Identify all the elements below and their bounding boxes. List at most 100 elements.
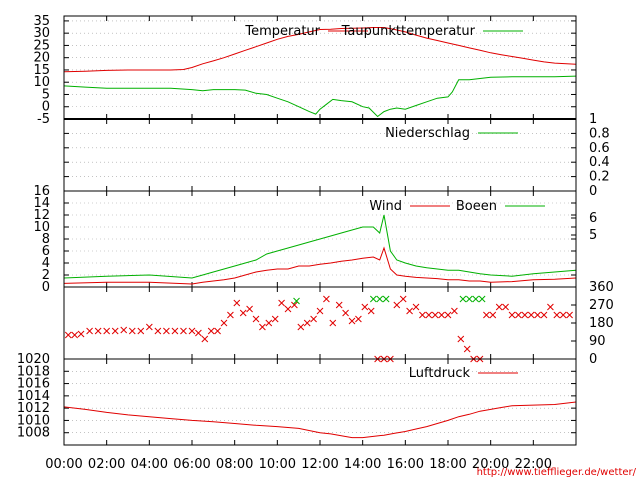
y-tick-label: 2 (42, 268, 50, 283)
direction-point (412, 303, 420, 311)
direction-point (495, 303, 503, 311)
direction-point (559, 311, 567, 319)
direction-point (444, 311, 452, 319)
y-tick-label: 1014 (17, 389, 50, 404)
legend-label: Luftdruck (409, 366, 471, 381)
direction-point (369, 295, 377, 303)
x-tick-label: 22:00 (515, 457, 552, 472)
right-tick-label: 0 (589, 352, 597, 367)
direction-point (188, 327, 196, 335)
direction-point (425, 311, 433, 319)
direction-point (154, 327, 162, 335)
y-tick-label: 1018 (17, 364, 50, 379)
y-tick-label: 6 (42, 244, 50, 259)
direction-point (195, 329, 202, 337)
series-line-wind (63, 246, 577, 285)
direction-point (478, 295, 486, 303)
x-tick-label: 06:00 (173, 457, 210, 472)
y-tick-label: 0.6 (589, 141, 610, 156)
y-tick-label: 5 (42, 87, 50, 102)
direction-point (483, 311, 490, 319)
right-tick-label: 90 (589, 334, 606, 349)
direction-point (180, 327, 187, 335)
y-tick-label: 4 (42, 256, 50, 271)
y-tick-label: 1016 (17, 377, 50, 392)
direction-point (367, 307, 375, 315)
direction-point (86, 327, 93, 335)
direction-point (419, 311, 426, 319)
direction-point (271, 315, 279, 323)
y-tick-label: 15 (33, 63, 50, 78)
direction-point (508, 311, 516, 319)
direction-point (259, 323, 266, 331)
series-line-luftdruck (63, 401, 577, 439)
direction-point (239, 309, 247, 317)
direction-point (534, 311, 541, 319)
direction-point (361, 303, 369, 311)
direction-point (376, 295, 384, 303)
direction-point (553, 311, 561, 319)
y-tick-label: 35 (33, 14, 50, 29)
direction-point (547, 303, 554, 311)
legend-label: Boeen (456, 199, 497, 214)
direction-point (459, 295, 467, 303)
right-tick-label: 360 (589, 280, 614, 295)
direction-point (502, 303, 509, 311)
direction-point (335, 301, 343, 309)
y-tick-label: 0.2 (589, 170, 610, 185)
y-tick-label: 8 (42, 232, 50, 247)
credit-link[interactable]: http://www.tiefflieger.de/wetter/ (477, 467, 637, 478)
direction-point (303, 319, 311, 327)
series-line-taupunkttemperatur (63, 75, 577, 118)
legend-label: Temperatur (244, 24, 320, 39)
direction-point (71, 331, 79, 339)
right-tick-label: 270 (589, 298, 614, 313)
y-tick-label: 0 (42, 100, 50, 115)
right-tick-label: 5 (589, 228, 597, 243)
panel-frame (63, 118, 577, 192)
direction-point (284, 305, 292, 313)
direction-point (227, 311, 234, 319)
chart-panel-2: 10.80.60.40.20 Niederschlag (63, 112, 610, 199)
y-tick-label: 0 (42, 280, 50, 295)
y-tick-label: 0.8 (589, 126, 610, 141)
direction-point (111, 327, 119, 335)
y-tick-label: 0.4 (589, 155, 610, 170)
y-tick-label: 1010 (17, 413, 50, 428)
direction-point (399, 295, 407, 303)
direction-point (342, 309, 349, 317)
right-tick-label: 180 (589, 316, 614, 331)
chart-panel-4: 360 270 180 90 0 (63, 280, 614, 367)
direction-point (489, 311, 497, 319)
direction-point (293, 297, 300, 305)
direction-point (145, 323, 153, 331)
direction-point (393, 301, 401, 309)
direction-point (382, 295, 390, 303)
direction-point (527, 311, 535, 319)
y-tick-label: 10 (33, 220, 50, 235)
direction-point (465, 295, 473, 303)
direction-point (472, 295, 480, 303)
direction-point (438, 311, 445, 319)
direction-point (463, 345, 471, 353)
y-tick-label: 12 (33, 208, 50, 223)
y-tick-label: 0 (589, 184, 597, 199)
direction-point (291, 301, 298, 309)
x-tick-label: 00:00 (45, 457, 82, 472)
direction-point (94, 327, 102, 335)
direction-point (348, 317, 356, 325)
direction-point (515, 311, 522, 319)
direction-point (316, 307, 324, 315)
y-tick-label: 1 (589, 112, 597, 127)
direction-point (406, 307, 413, 315)
x-tick-label: 10:00 (259, 457, 296, 472)
direction-point (329, 319, 337, 327)
direction-point (252, 315, 260, 323)
direction-point (128, 327, 136, 335)
x-tick-label: 02:00 (88, 457, 125, 472)
y-tick-label: 1008 (17, 426, 50, 441)
direction-point (540, 311, 548, 319)
y-tick-label: 20 (33, 51, 50, 66)
